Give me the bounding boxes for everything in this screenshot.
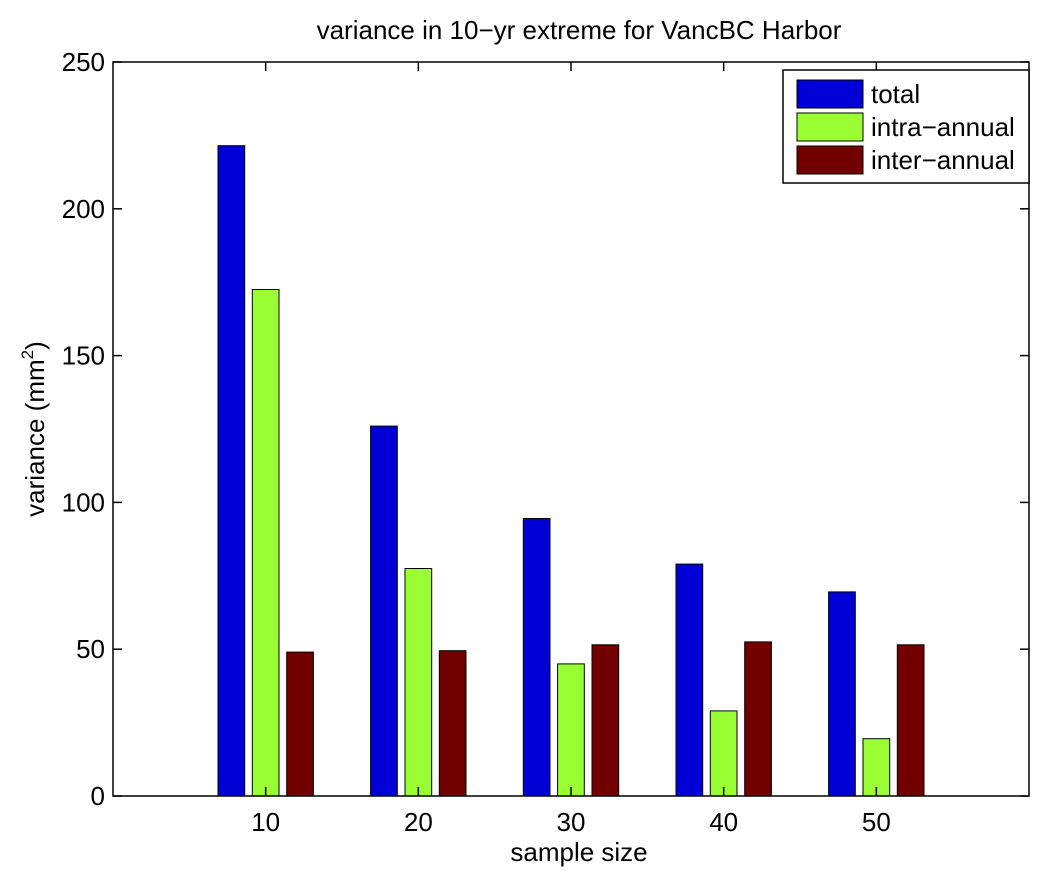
legend-label-1: total	[871, 79, 920, 109]
y-axis-label-superscript: 2	[18, 350, 37, 359]
y-tick-label: 200	[62, 194, 105, 224]
bar-1-10	[217, 145, 246, 797]
x-tick-label: 40	[709, 807, 738, 837]
bar-3-30	[591, 644, 620, 797]
y-tick-label: 150	[62, 341, 105, 371]
bar-2-50	[862, 738, 891, 797]
x-tick-label: 20	[404, 807, 433, 837]
bar-3-10	[286, 651, 314, 797]
plot-frame	[112, 61, 1030, 797]
y-axis-label-close: )	[20, 341, 50, 350]
y-axis-label: variance (mm2)	[18, 341, 50, 517]
y-tick-label: 100	[62, 487, 105, 517]
legend-label-2: intra−annual	[871, 112, 1015, 142]
x-tick-label: 50	[862, 807, 891, 837]
bar-2-40	[709, 710, 738, 797]
bar-3-40	[744, 641, 772, 797]
legend-swatch-3	[796, 145, 864, 175]
y-axis-label-main: variance (mm	[20, 359, 50, 516]
x-tick-label: 30	[557, 807, 586, 837]
bar-1-30	[522, 518, 551, 797]
ticks-group: 0 50 100 150 200 250 10 20 30 40 50	[62, 47, 1029, 837]
bar-2-30	[557, 663, 585, 797]
x-axis-label: sample size	[510, 837, 647, 867]
x-tick-label: 10	[251, 807, 280, 837]
bar-1-20	[370, 425, 398, 797]
legend-swatch-1	[796, 79, 864, 109]
y-tick-label: 250	[62, 47, 105, 77]
legend-swatch-2	[796, 112, 864, 142]
bar-3-20	[438, 650, 467, 797]
chart-title: variance in 10−yr extreme for VancBC Har…	[317, 15, 842, 45]
bar-2-20	[404, 568, 433, 797]
y-tick-label: 0	[91, 781, 105, 811]
bar-3-50	[896, 644, 925, 797]
bars-group	[217, 145, 925, 797]
bar-2-10	[251, 289, 280, 797]
bar-1-50	[828, 591, 856, 797]
y-tick-label: 50	[76, 634, 105, 664]
bar-1-40	[675, 563, 704, 797]
legend-label-3: inter−annual	[871, 145, 1015, 175]
